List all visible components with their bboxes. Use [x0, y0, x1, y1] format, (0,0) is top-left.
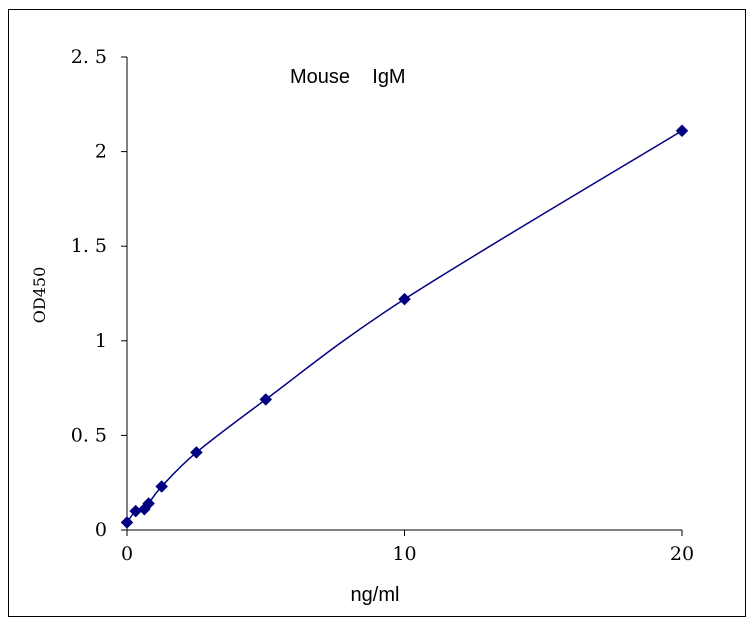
chart-title: Mouse IgM — [290, 66, 406, 88]
y-tick-label: 0 — [95, 519, 107, 541]
x-tick-label: 20 — [670, 543, 694, 565]
x-tick-label: 0 — [121, 543, 133, 565]
data-point — [675, 124, 689, 138]
y-tick-label: 2. 5 — [71, 46, 107, 68]
y-tick-label: 1 — [95, 330, 107, 352]
data-point — [398, 292, 411, 306]
y-tick-label: 0. 5 — [71, 424, 107, 446]
y-tick-label: 2 — [95, 141, 107, 163]
data-point — [155, 480, 169, 493]
series-line — [126, 130, 683, 523]
data-point — [120, 516, 134, 529]
x-axis-title: ng/ml — [351, 584, 400, 606]
data-point — [142, 497, 155, 510]
y-axis-title: OD450 — [30, 267, 49, 323]
data-point — [190, 446, 203, 459]
x-tick-label: 10 — [392, 543, 416, 565]
y-tick-label: 1. 5 — [71, 235, 107, 257]
data-point — [259, 393, 273, 406]
